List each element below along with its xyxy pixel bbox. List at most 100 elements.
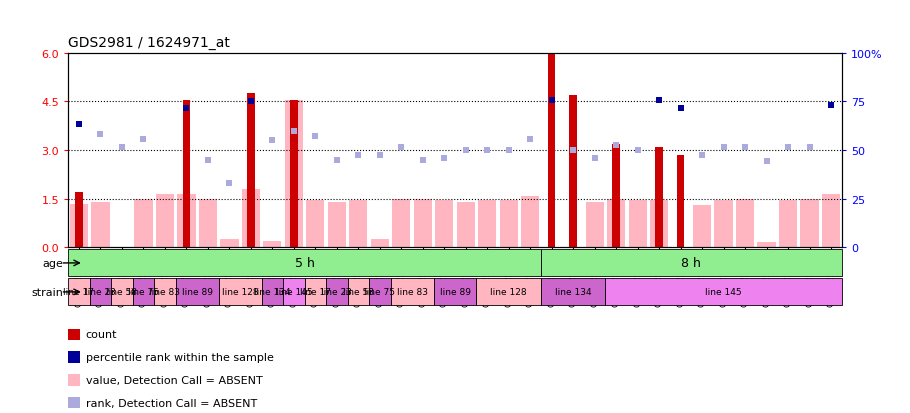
Bar: [369, 279, 390, 306]
Bar: [435, 201, 453, 248]
Bar: [655, 147, 662, 248]
Bar: [433, 279, 477, 306]
Bar: [177, 195, 196, 248]
Bar: [349, 201, 368, 248]
Bar: [290, 101, 298, 248]
Bar: [326, 279, 348, 306]
Point: [244, 99, 258, 105]
Bar: [198, 199, 217, 248]
Text: line 17: line 17: [299, 288, 331, 297]
Text: line 89: line 89: [182, 288, 213, 297]
Point: [437, 156, 451, 162]
Bar: [757, 242, 775, 248]
Bar: [414, 199, 432, 248]
Point: [265, 138, 279, 145]
Text: line 134: line 134: [254, 288, 290, 297]
Point: [523, 136, 538, 143]
Bar: [693, 206, 712, 248]
Bar: [650, 201, 668, 248]
Text: strain: strain: [32, 287, 64, 297]
Bar: [242, 190, 260, 248]
Bar: [457, 202, 475, 248]
Bar: [285, 101, 303, 248]
Bar: [248, 94, 255, 248]
Point: [587, 156, 602, 162]
Point: [115, 144, 129, 151]
Point: [287, 128, 301, 135]
Bar: [392, 199, 410, 248]
Text: line 75: line 75: [364, 288, 395, 297]
Bar: [328, 202, 346, 248]
Bar: [629, 201, 647, 248]
Bar: [70, 204, 88, 248]
Point: [738, 144, 753, 151]
Point: [93, 131, 107, 138]
Text: line 83: line 83: [397, 288, 428, 297]
Point: [200, 157, 215, 164]
Bar: [440, 247, 448, 248]
Text: line 128: line 128: [222, 288, 258, 297]
Bar: [135, 199, 153, 248]
Bar: [822, 195, 840, 248]
Point: [308, 133, 323, 140]
Point: [803, 144, 817, 151]
Point: [781, 144, 795, 151]
Point: [416, 157, 430, 164]
Point: [544, 97, 559, 104]
Bar: [263, 241, 281, 248]
Bar: [521, 196, 540, 248]
Point: [501, 147, 516, 154]
Point: [329, 157, 344, 164]
Point: [673, 105, 688, 112]
Bar: [500, 201, 518, 248]
Bar: [370, 240, 389, 248]
Text: line 89: line 89: [440, 288, 470, 297]
Text: line 58: line 58: [106, 288, 137, 297]
Text: 8 h: 8 h: [682, 257, 702, 270]
Text: line 128: line 128: [490, 288, 527, 297]
Bar: [305, 279, 326, 306]
Text: 5 h: 5 h: [295, 257, 315, 270]
Bar: [779, 201, 797, 248]
Point: [394, 144, 409, 151]
Text: count: count: [86, 330, 117, 339]
Text: percentile rank within the sample: percentile rank within the sample: [86, 352, 273, 362]
Text: line 58: line 58: [343, 288, 374, 297]
Bar: [183, 101, 190, 248]
Bar: [677, 156, 684, 248]
Bar: [605, 279, 842, 306]
Bar: [607, 199, 625, 248]
Point: [609, 142, 623, 149]
Bar: [220, 240, 238, 248]
Bar: [801, 199, 819, 248]
Point: [179, 105, 194, 112]
Point: [136, 136, 151, 143]
Point: [652, 97, 666, 104]
Bar: [76, 193, 83, 248]
Point: [631, 147, 645, 154]
Bar: [68, 279, 90, 306]
Bar: [390, 279, 433, 306]
Point: [544, 97, 559, 104]
Bar: [585, 202, 604, 248]
Text: line 23: line 23: [85, 288, 116, 297]
Point: [459, 147, 473, 154]
Text: line 145: line 145: [705, 288, 742, 297]
Bar: [548, 55, 555, 248]
Bar: [570, 96, 577, 248]
Bar: [262, 279, 283, 306]
Bar: [218, 279, 262, 306]
Bar: [478, 201, 496, 248]
Text: GDS2981 / 1624971_at: GDS2981 / 1624971_at: [68, 36, 230, 50]
Point: [566, 147, 581, 154]
Text: rank, Detection Call = ABSENT: rank, Detection Call = ABSENT: [86, 398, 257, 408]
Text: line 75: line 75: [128, 288, 159, 297]
Bar: [736, 199, 754, 248]
Text: line 83: line 83: [149, 288, 180, 297]
Bar: [348, 279, 369, 306]
Bar: [176, 279, 218, 306]
Text: line 145: line 145: [276, 288, 312, 297]
Bar: [90, 279, 111, 306]
Bar: [541, 250, 842, 277]
Bar: [68, 250, 541, 277]
